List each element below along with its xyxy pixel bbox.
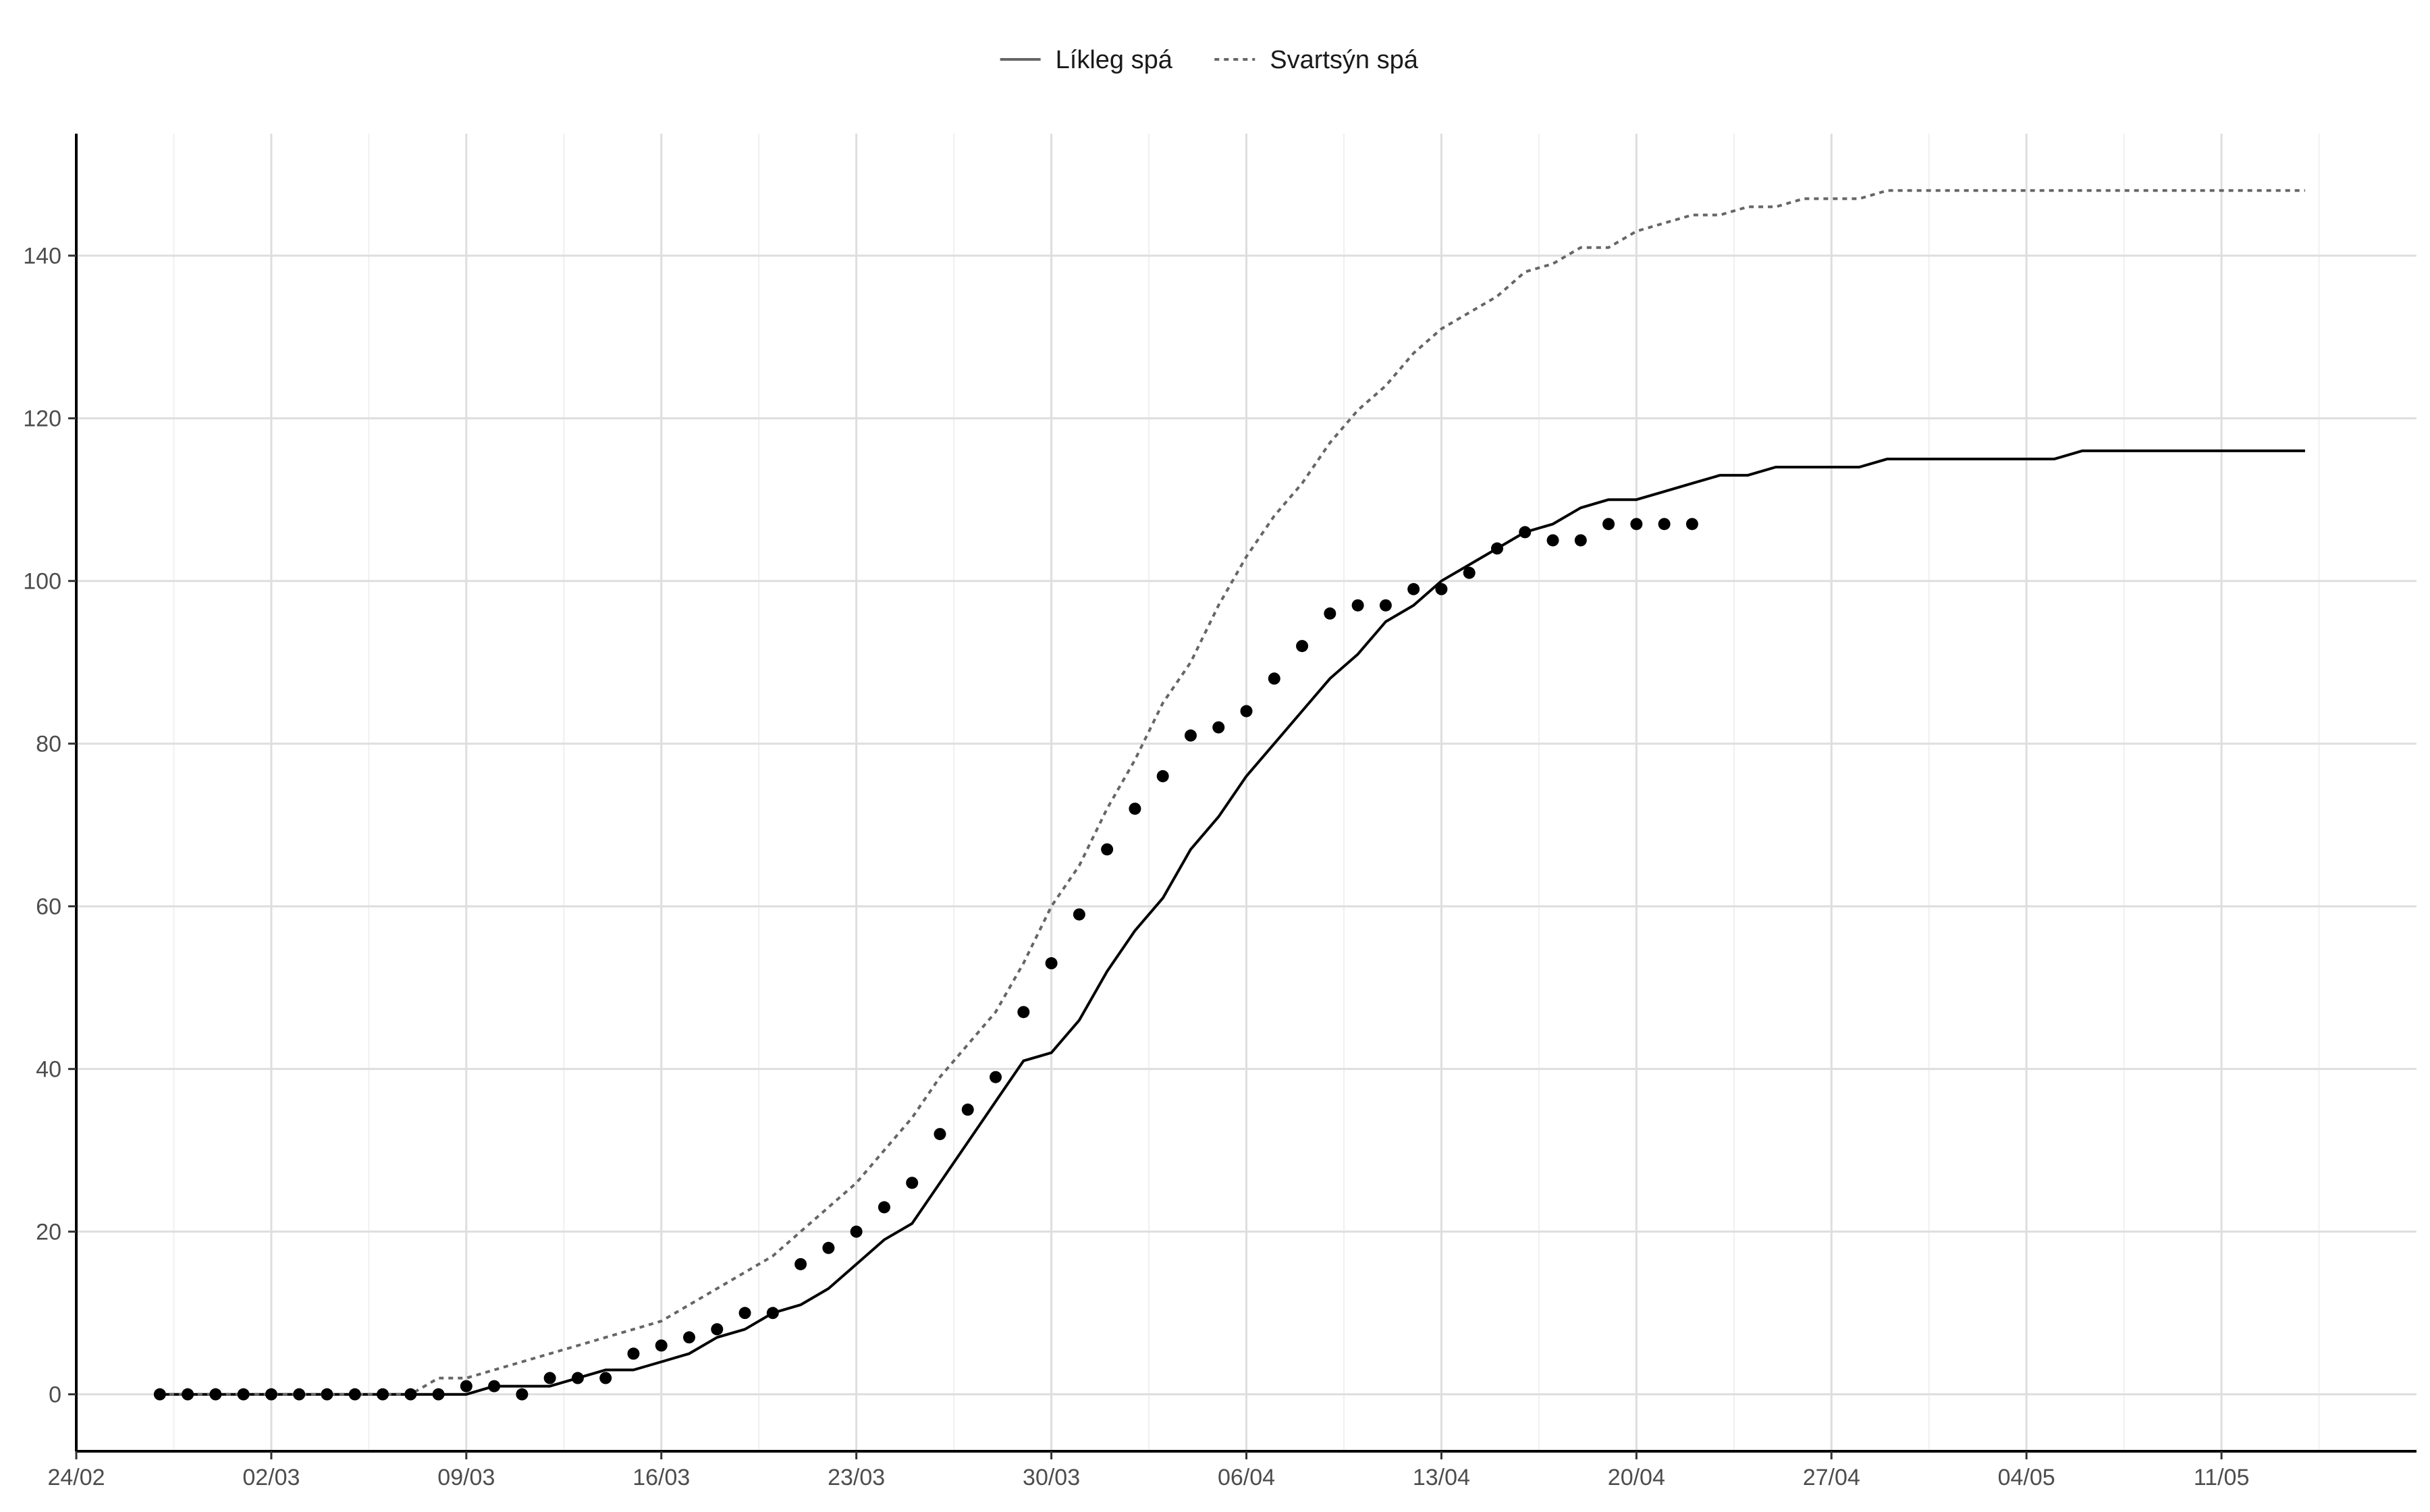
pessimistic-forecast-line bbox=[159, 189, 2305, 1396]
data-point bbox=[822, 1241, 835, 1254]
x-axis-ticks: 24/02 02/03 09/03 16/03 23/03 30/03 06/04 13/04… bbox=[47, 1451, 2249, 1490]
data-point bbox=[1268, 672, 1280, 685]
y-tick-label: 80 bbox=[36, 732, 61, 757]
data-point bbox=[1296, 640, 1309, 653]
data-point bbox=[293, 1388, 306, 1401]
data-point bbox=[209, 1388, 222, 1401]
x-tick-label: 20/04 bbox=[1608, 1465, 1665, 1490]
x-tick-label: 16/03 bbox=[632, 1465, 690, 1490]
data-point bbox=[1324, 607, 1336, 620]
y-tick-label: 0 bbox=[49, 1382, 61, 1408]
data-point bbox=[1156, 770, 1169, 782]
data-point bbox=[432, 1388, 445, 1401]
data-point bbox=[599, 1372, 612, 1384]
data-point bbox=[1379, 599, 1392, 612]
data-point bbox=[516, 1388, 529, 1401]
likely-forecast-line bbox=[159, 449, 2305, 1396]
x-tick-label: 24/02 bbox=[47, 1465, 105, 1490]
data-point bbox=[543, 1372, 556, 1384]
data-point bbox=[460, 1380, 473, 1393]
data-point bbox=[1212, 721, 1225, 734]
data-point bbox=[1073, 908, 1085, 921]
data-point bbox=[265, 1388, 277, 1401]
y-tick-label: 120 bbox=[23, 406, 61, 432]
legend: Líkleg spá Svartsýn spá bbox=[1000, 46, 1419, 74]
data-point bbox=[906, 1177, 919, 1189]
data-point bbox=[377, 1388, 389, 1401]
series-layer bbox=[159, 189, 2305, 1396]
y-tick-label: 20 bbox=[36, 1220, 61, 1245]
data-point bbox=[571, 1372, 584, 1384]
x-tick-label: 06/04 bbox=[1218, 1465, 1275, 1490]
data-point bbox=[1045, 957, 1058, 970]
data-point bbox=[404, 1388, 417, 1401]
data-point bbox=[850, 1225, 863, 1238]
x-tick-label: 02/03 bbox=[242, 1465, 300, 1490]
data-point bbox=[1658, 518, 1671, 531]
x-tick-label: 30/03 bbox=[1023, 1465, 1080, 1490]
data-point bbox=[1463, 566, 1476, 579]
data-point bbox=[182, 1388, 194, 1401]
data-point bbox=[794, 1258, 807, 1270]
data-point bbox=[627, 1347, 640, 1360]
legend-label: Svartsýn spá bbox=[1270, 46, 1419, 74]
data-point bbox=[1184, 729, 1197, 742]
x-tick-label: 13/04 bbox=[1413, 1465, 1470, 1490]
x-tick-label: 04/05 bbox=[1998, 1465, 2055, 1490]
data-point bbox=[237, 1388, 250, 1401]
data-point bbox=[1574, 534, 1587, 547]
data-point bbox=[1351, 599, 1364, 612]
data-point bbox=[738, 1307, 751, 1320]
data-point bbox=[488, 1380, 501, 1393]
data-point bbox=[1407, 583, 1420, 595]
data-point bbox=[1129, 803, 1141, 815]
y-tick-label: 100 bbox=[23, 569, 61, 595]
data-point bbox=[1240, 705, 1253, 718]
data-point bbox=[961, 1103, 974, 1116]
y-tick-label: 140 bbox=[23, 244, 61, 269]
data-point bbox=[766, 1307, 779, 1320]
data-point bbox=[1602, 518, 1615, 531]
y-axis-ticks: 0 20 40 60 80 100 120 140 bbox=[23, 244, 76, 1408]
x-tick-label: 23/03 bbox=[828, 1465, 885, 1490]
y-tick-label: 60 bbox=[36, 894, 61, 920]
x-tick-label: 27/04 bbox=[1803, 1465, 1860, 1490]
data-point bbox=[711, 1323, 724, 1336]
x-tick-label: 11/05 bbox=[2194, 1465, 2250, 1490]
data-point bbox=[1435, 583, 1448, 595]
data-point bbox=[1685, 518, 1698, 531]
data-point bbox=[1490, 542, 1503, 555]
data-point bbox=[683, 1331, 696, 1344]
observed-points bbox=[153, 518, 1698, 1401]
data-point bbox=[1519, 526, 1532, 539]
data-point bbox=[348, 1388, 361, 1401]
major-gridlines bbox=[75, 134, 2416, 1451]
legend-label: Líkleg spá bbox=[1056, 46, 1173, 74]
data-point bbox=[1630, 518, 1643, 531]
data-point bbox=[655, 1339, 668, 1352]
data-point bbox=[934, 1128, 946, 1141]
x-tick-label: 09/03 bbox=[437, 1465, 495, 1490]
data-point bbox=[878, 1201, 890, 1214]
y-tick-label: 40 bbox=[36, 1057, 61, 1083]
data-point bbox=[153, 1388, 166, 1401]
data-point bbox=[1546, 534, 1559, 547]
data-point bbox=[990, 1071, 1002, 1083]
data-point bbox=[1017, 1006, 1030, 1019]
data-point bbox=[1101, 843, 1114, 856]
data-point bbox=[321, 1388, 333, 1401]
